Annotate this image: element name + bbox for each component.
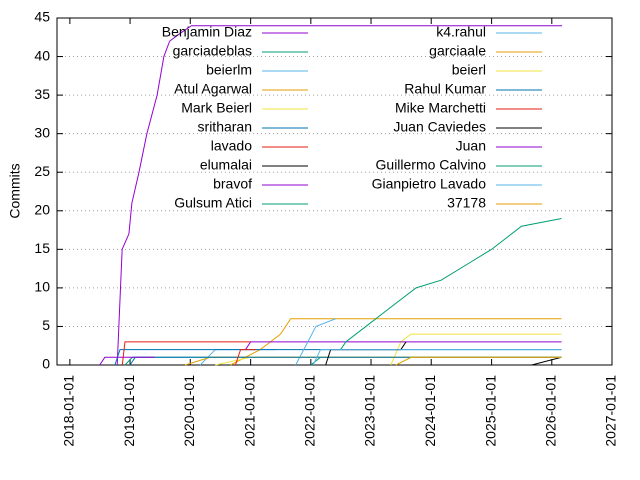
legend-label: sritharan xyxy=(198,119,252,135)
y-tick-label: 10 xyxy=(34,279,50,295)
legend-label: Juan xyxy=(456,138,486,154)
series-line xyxy=(395,356,562,366)
series-line xyxy=(116,25,563,366)
legend-label: k4.rahul xyxy=(436,24,486,40)
legend-label: Mike Marchetti xyxy=(395,100,486,116)
x-tick-label: 2020-01-01 xyxy=(181,375,197,447)
y-tick-label: 30 xyxy=(34,124,50,140)
series-line xyxy=(312,349,562,366)
series-line xyxy=(531,356,562,366)
x-tick-label: 2025-01-01 xyxy=(482,375,498,447)
legend-label: Atul Agarwal xyxy=(174,81,252,97)
y-tick-label: 15 xyxy=(34,240,50,256)
x-tick-label: 2018-01-01 xyxy=(61,375,77,447)
y-tick-label: 35 xyxy=(34,86,50,102)
legend-label: elumalai xyxy=(200,157,252,173)
legend-label: beierl xyxy=(452,62,486,78)
legend-label: beierlm xyxy=(206,62,252,78)
legend-label: lavado xyxy=(211,138,252,154)
x-tick-label: 2023-01-01 xyxy=(362,375,378,447)
legend-label: Guillermo Calvino xyxy=(376,157,487,173)
series-line xyxy=(129,356,562,366)
legend-label: garciaale xyxy=(429,43,486,59)
series-line xyxy=(215,356,562,366)
legend-label: Rahul Kumar xyxy=(404,81,486,97)
y-tick-label: 45 xyxy=(34,9,50,25)
legend-label: Gianpietro Lavado xyxy=(372,176,487,192)
series-line xyxy=(340,217,562,350)
series-line xyxy=(185,356,562,366)
y-tick-label: 20 xyxy=(34,201,50,217)
legend-label: garciadeblas xyxy=(173,43,252,59)
series-line xyxy=(234,349,256,366)
series-line xyxy=(325,341,407,366)
y-tick-label: 0 xyxy=(42,356,50,372)
legend-label: 37178 xyxy=(447,195,486,211)
legend-label: Benjamin Diaz xyxy=(162,24,252,40)
y-tick-label: 25 xyxy=(34,163,50,179)
x-tick-label: 2022-01-01 xyxy=(302,375,318,447)
y-tick-label: 5 xyxy=(42,317,50,333)
y-tick-label: 40 xyxy=(34,47,50,63)
x-tick-label: 2026-01-01 xyxy=(543,375,559,447)
series-line xyxy=(99,356,155,366)
y-axis-label: Commits xyxy=(7,163,23,218)
legend-label: bravof xyxy=(213,176,252,192)
series-line xyxy=(245,341,562,350)
x-tick-label: 2024-01-01 xyxy=(422,375,438,447)
x-tick-label: 2021-01-01 xyxy=(241,375,257,447)
plot-border xyxy=(56,17,613,366)
legend-label: Gulsum Atici xyxy=(174,195,252,211)
series-line xyxy=(230,318,562,366)
legend-label: Juan Caviedes xyxy=(393,119,486,135)
series-line xyxy=(295,318,336,366)
x-tick-label: 2019-01-01 xyxy=(121,375,137,447)
x-tick-label: 2027-01-01 xyxy=(603,375,619,447)
legend-label: Mark Beierl xyxy=(181,100,252,116)
series-line xyxy=(390,333,562,366)
